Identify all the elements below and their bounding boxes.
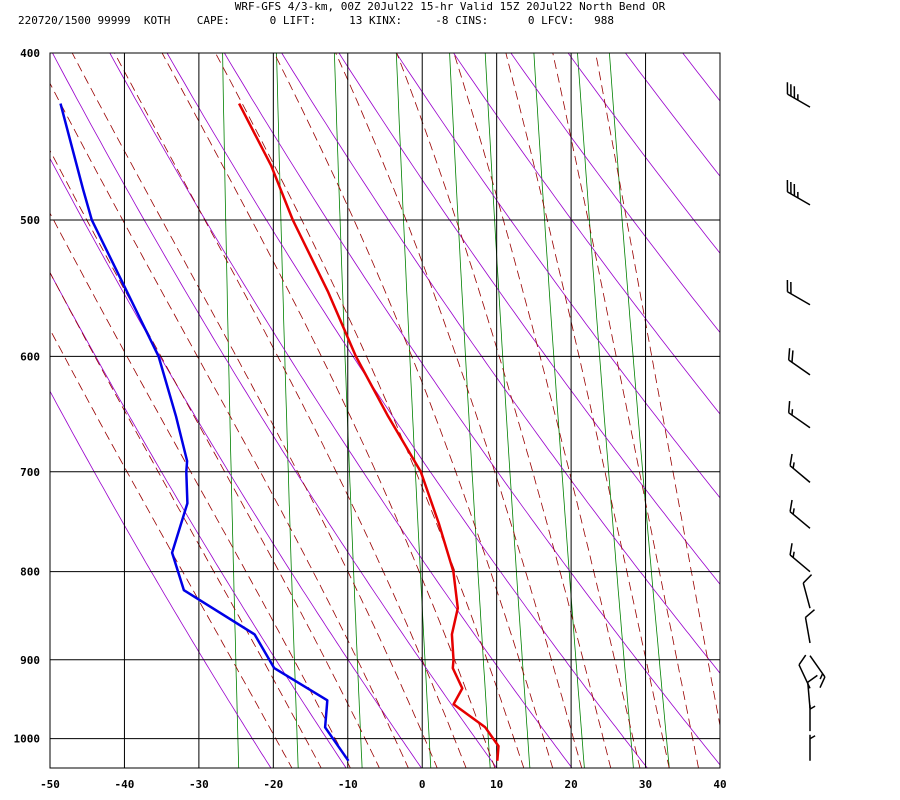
dry-adiabat-lines <box>50 15 900 783</box>
moist-adiabat <box>396 53 612 768</box>
dry-adiabat <box>710 15 900 783</box>
dry-adiabat <box>50 271 347 768</box>
dry-adiabat <box>166 53 648 768</box>
moist-adiabat <box>114 53 467 768</box>
pressure-tick-label: 800 <box>20 566 40 579</box>
dry-adiabat <box>52 53 498 768</box>
dry-adiabat <box>50 157 422 768</box>
chart-title: WRF-GFS 4/3-km, 00Z 20Jul22 15-hr Valid … <box>234 0 666 13</box>
temperature-tick-label: -50 <box>40 778 60 791</box>
moist-adiabat <box>453 53 641 768</box>
wind-barb <box>789 499 811 529</box>
wind-barb <box>809 655 826 689</box>
dry-adiabat <box>281 53 720 674</box>
moist-adiabat <box>50 149 380 768</box>
wind-barb <box>786 82 811 108</box>
wind-barb <box>786 279 811 306</box>
station-indices: 220720/1500 99999 KOTH CAPE: 0 LIFT: 13 … <box>18 14 615 27</box>
moist-adiabat <box>273 53 554 768</box>
moist-adiabat <box>335 53 583 768</box>
moist-adiabat <box>161 53 496 768</box>
mixing-ratio-line <box>484 53 531 768</box>
wind-barb <box>789 453 811 483</box>
temperature-tick-label: 0 <box>419 778 426 791</box>
temperature-tick-label: 20 <box>564 778 577 791</box>
pressure-tick-label: 700 <box>20 466 40 479</box>
wind-barb <box>802 574 813 609</box>
mixing-ratio-line <box>449 53 491 768</box>
wind-barbs <box>786 82 826 761</box>
temperature-tick-label: 30 <box>639 778 652 791</box>
sounding-profiles <box>59 103 500 762</box>
wind-barb <box>787 348 811 376</box>
moist-adiabat <box>505 53 670 768</box>
mixing-ratio-line <box>276 53 299 768</box>
mixing-ratio-line <box>577 53 634 768</box>
dry-adiabat <box>510 53 720 334</box>
moist-adiabat-lines <box>50 53 720 768</box>
dry-adiabat <box>453 53 720 415</box>
dry-adiabat <box>682 53 720 102</box>
moist-adiabat <box>595 53 720 728</box>
temperature-tick-label: -20 <box>263 778 283 791</box>
temperature-tick-label: -30 <box>189 778 209 791</box>
wind-barb <box>804 609 815 644</box>
wind-barb <box>786 180 811 206</box>
dry-adiabat <box>223 53 720 766</box>
dry-adiabat <box>109 53 573 768</box>
mixing-ratio-line <box>333 53 363 768</box>
pressure-tick-label: 900 <box>20 654 40 667</box>
dry-adiabat <box>338 53 720 585</box>
temperature-tick-label: -40 <box>115 778 135 791</box>
dry-adiabat <box>567 53 720 254</box>
dry-adiabat <box>395 53 720 499</box>
wind-barb <box>787 400 811 429</box>
temperature-tick-label: 10 <box>490 778 503 791</box>
pressure-tick-label: 500 <box>20 214 40 227</box>
pressure-axis: 400 500 600 700 800 900 1000 <box>14 47 41 746</box>
wind-barb <box>809 734 816 761</box>
wind-barb <box>806 674 818 709</box>
mixing-ratio-line <box>533 53 585 768</box>
temperature-tick-label: 40 <box>713 778 726 791</box>
temperature-axis: -50 -40 -30 -20 -10 0 10 20 30 40 <box>40 778 727 791</box>
dry-adiabat <box>879 15 900 783</box>
moist-adiabat <box>215 53 525 768</box>
mixing-ratio-line <box>608 53 670 768</box>
temperature-tick-label: -10 <box>338 778 358 791</box>
pressure-tick-label: 400 <box>20 47 40 60</box>
wind-barb <box>789 543 811 573</box>
isobar-isotherm-grid <box>49 52 721 769</box>
moist-adiabat <box>71 53 438 768</box>
pressure-tick-label: 1000 <box>14 733 41 746</box>
mixing-ratio-lines <box>222 53 670 768</box>
moist-adiabat <box>552 53 699 768</box>
dewpoint-profile <box>59 103 350 762</box>
pressure-tick-label: 600 <box>20 350 40 363</box>
temperature-profile <box>237 103 500 761</box>
dry-adiabat <box>823 15 900 783</box>
moist-adiabat <box>50 212 351 768</box>
dry-adiabat <box>766 15 900 783</box>
moist-adiabat <box>50 271 322 768</box>
wind-barb <box>809 705 816 732</box>
mixing-ratio-line <box>222 53 240 768</box>
mixing-ratio-line <box>395 53 432 768</box>
dry-adiabat <box>50 390 272 768</box>
moist-adiabat <box>50 82 409 768</box>
